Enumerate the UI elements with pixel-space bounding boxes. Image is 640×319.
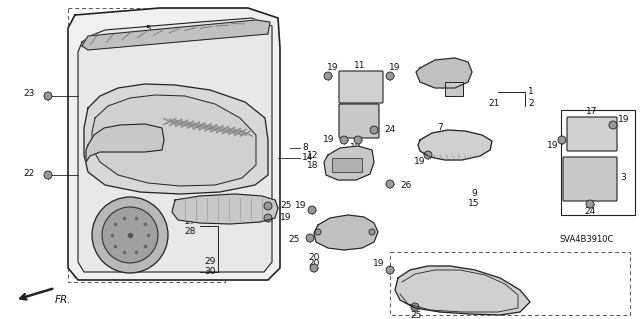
Text: 4: 4: [373, 114, 379, 122]
Circle shape: [386, 180, 394, 188]
Polygon shape: [324, 146, 374, 180]
Polygon shape: [86, 124, 164, 162]
Text: 19: 19: [327, 63, 339, 72]
Circle shape: [324, 72, 332, 80]
Circle shape: [386, 266, 394, 274]
Text: 6: 6: [145, 35, 151, 44]
Text: 11: 11: [355, 61, 365, 70]
Bar: [68, 8, 225, 282]
Bar: [561, 110, 635, 215]
Text: 7: 7: [437, 123, 443, 132]
Bar: [332, 158, 362, 172]
Circle shape: [340, 136, 348, 144]
Text: 19: 19: [323, 136, 334, 145]
Text: 26: 26: [400, 182, 412, 190]
Text: 23: 23: [23, 90, 35, 99]
Text: 2: 2: [528, 100, 534, 108]
Polygon shape: [68, 8, 280, 280]
Text: 25: 25: [280, 202, 291, 211]
Text: 17: 17: [586, 108, 598, 116]
Text: 25: 25: [289, 235, 300, 244]
Text: 19: 19: [618, 115, 630, 124]
Text: 30: 30: [204, 268, 216, 277]
FancyBboxPatch shape: [339, 104, 379, 138]
Polygon shape: [395, 266, 530, 315]
Text: 19: 19: [414, 158, 426, 167]
Text: 19: 19: [350, 144, 362, 152]
Text: 13: 13: [439, 133, 451, 143]
Text: 28: 28: [184, 226, 196, 235]
Text: 19: 19: [547, 140, 558, 150]
FancyBboxPatch shape: [567, 117, 617, 151]
Text: 9: 9: [471, 189, 477, 198]
Circle shape: [386, 72, 394, 80]
Text: 21: 21: [488, 100, 500, 108]
Text: 8: 8: [302, 144, 308, 152]
Bar: [390, 252, 630, 315]
Circle shape: [44, 92, 52, 100]
FancyBboxPatch shape: [339, 71, 383, 103]
Polygon shape: [92, 95, 256, 186]
Text: 10: 10: [339, 233, 351, 241]
Text: 18: 18: [307, 160, 318, 169]
Text: 19: 19: [389, 63, 401, 72]
Text: SVA4B3910C: SVA4B3910C: [560, 235, 614, 244]
Circle shape: [411, 303, 419, 311]
Circle shape: [424, 151, 432, 159]
Text: 19: 19: [294, 202, 306, 211]
Text: 20: 20: [308, 259, 320, 269]
Text: 22: 22: [23, 168, 35, 177]
Circle shape: [264, 202, 272, 210]
Circle shape: [354, 136, 362, 144]
Circle shape: [44, 171, 52, 179]
Text: 16: 16: [339, 242, 351, 251]
Text: 24: 24: [384, 125, 396, 135]
Polygon shape: [418, 130, 492, 160]
Circle shape: [102, 207, 158, 263]
Polygon shape: [82, 20, 270, 50]
Text: 19: 19: [372, 259, 384, 269]
Polygon shape: [78, 18, 272, 272]
Text: 5: 5: [145, 26, 151, 34]
Text: 12: 12: [307, 151, 318, 160]
Text: 14: 14: [302, 153, 314, 162]
Text: 27: 27: [184, 218, 196, 226]
FancyBboxPatch shape: [563, 157, 617, 201]
Circle shape: [310, 264, 318, 272]
Text: 20: 20: [308, 254, 320, 263]
Circle shape: [609, 121, 617, 129]
Circle shape: [92, 197, 168, 273]
Circle shape: [558, 136, 566, 144]
Circle shape: [369, 229, 375, 235]
Text: 25: 25: [410, 311, 422, 319]
Polygon shape: [416, 58, 472, 88]
Text: 15: 15: [468, 199, 480, 209]
Text: FR.: FR.: [55, 295, 72, 305]
Circle shape: [586, 200, 594, 208]
Polygon shape: [172, 194, 278, 224]
Circle shape: [370, 126, 378, 134]
Text: 29: 29: [204, 257, 216, 266]
Text: 19: 19: [280, 213, 291, 222]
Circle shape: [264, 214, 272, 222]
Text: 24: 24: [584, 207, 596, 217]
Circle shape: [315, 229, 321, 235]
Text: 1: 1: [528, 87, 534, 97]
Circle shape: [308, 206, 316, 214]
Bar: [445, 82, 463, 96]
Polygon shape: [314, 215, 378, 250]
Polygon shape: [84, 84, 268, 194]
Text: 3: 3: [620, 174, 626, 182]
Circle shape: [306, 234, 314, 242]
